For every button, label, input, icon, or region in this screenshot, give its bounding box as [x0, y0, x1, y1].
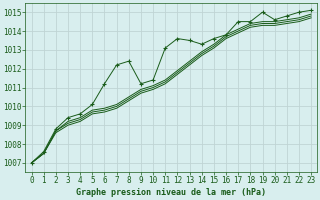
X-axis label: Graphe pression niveau de la mer (hPa): Graphe pression niveau de la mer (hPa) — [76, 188, 266, 197]
